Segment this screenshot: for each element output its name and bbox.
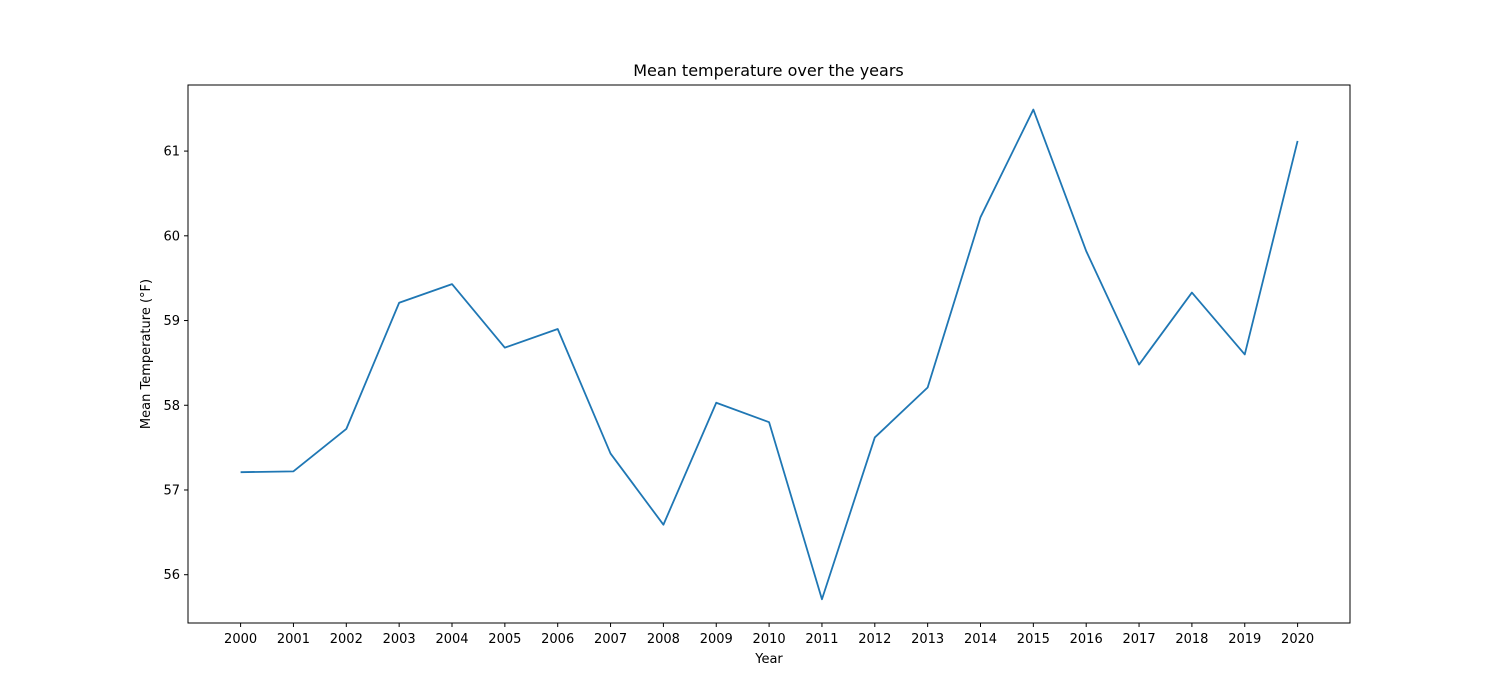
x-tick-label: 2018 (1175, 632, 1208, 647)
y-tick-label: 58 (163, 399, 180, 414)
x-tick-label: 2017 (1123, 632, 1156, 647)
y-tick-label: 61 (163, 145, 180, 160)
y-axis: 56 57 58 59 60 61 (163, 145, 188, 583)
x-tick-label: 2013 (911, 632, 944, 647)
x-tick-label: 2000 (224, 632, 257, 647)
x-tick-label: 2009 (700, 632, 733, 647)
y-tick-label: 56 (163, 568, 180, 583)
x-tick-label: 2012 (858, 632, 891, 647)
x-tick-label: 2007 (594, 632, 627, 647)
x-tick-label: 2019 (1228, 632, 1261, 647)
x-tick-label: 2003 (383, 632, 416, 647)
x-tick-label: 2014 (964, 632, 997, 647)
series-line (240, 108, 1299, 601)
x-tick-label: 2002 (330, 632, 363, 647)
x-tick-label: 2004 (435, 632, 468, 647)
x-tick-label: 2006 (541, 632, 574, 647)
x-tick-label: 2020 (1281, 632, 1314, 647)
x-tick-label: 2015 (1017, 632, 1050, 647)
x-axis: 2000 2001 2002 2003 2004 2005 2006 2007 2008 2009… (224, 623, 1314, 647)
x-tick-label: 2011 (805, 632, 838, 647)
y-axis-label: Mean Temperature (°F) (139, 279, 154, 429)
y-tick-label: 60 (163, 229, 180, 244)
chart-title: Mean temperature over the years (633, 61, 903, 80)
y-tick-label: 59 (163, 314, 180, 329)
x-tick-label: 2008 (647, 632, 680, 647)
x-axis-label: Year (754, 652, 783, 667)
x-tick-label: 2001 (277, 632, 310, 647)
x-tick-label: 2005 (488, 632, 521, 647)
y-tick-label: 57 (163, 483, 180, 498)
x-tick-label: 2010 (753, 632, 786, 647)
x-tick-label: 2016 (1070, 632, 1103, 647)
plot-area (240, 108, 1299, 601)
